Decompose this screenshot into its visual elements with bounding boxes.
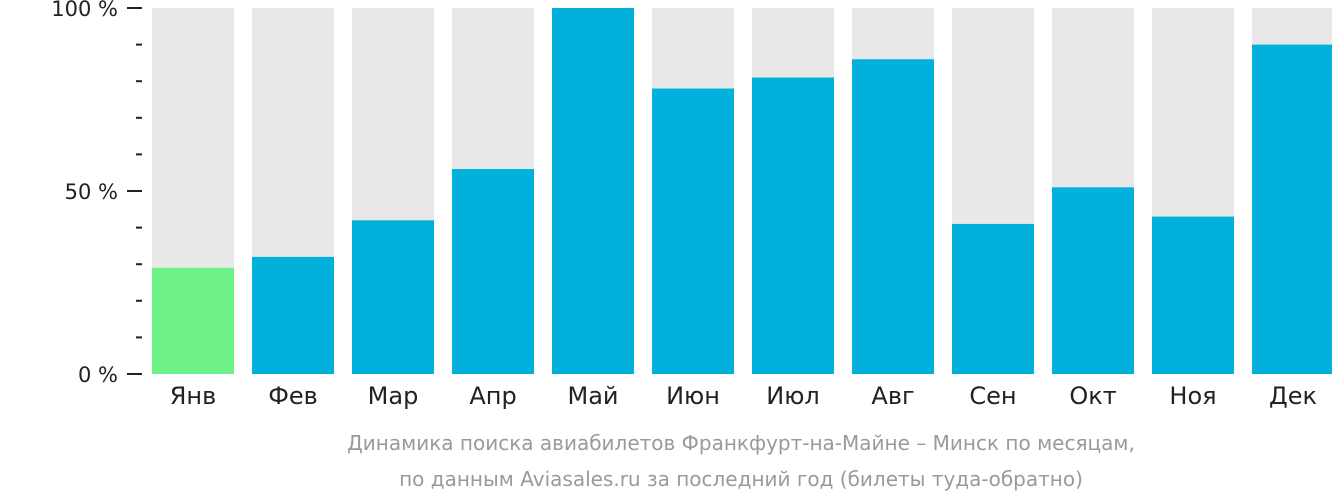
x-tick-label: Авг <box>871 382 914 410</box>
x-tick-label: Июл <box>766 382 820 410</box>
bar-2[interactable] <box>252 256 334 374</box>
x-tick-label: Окт <box>1069 382 1116 410</box>
x-tick-label: Апр <box>469 382 516 410</box>
x-tick-label: Мар <box>368 382 419 410</box>
bar-12[interactable] <box>1252 44 1332 374</box>
bar-5[interactable] <box>552 8 634 374</box>
bar-4[interactable] <box>452 169 534 374</box>
y-tick-label: 50 % <box>65 180 118 204</box>
x-tick-label: Сен <box>969 382 1016 410</box>
y-tick-label: 100 % <box>51 0 118 21</box>
y-tick-label: 0 % <box>78 363 118 387</box>
bar-6[interactable] <box>652 88 734 375</box>
x-tick-label: Май <box>567 382 618 410</box>
bar-7[interactable] <box>752 77 834 374</box>
x-tick-label: Июн <box>666 382 720 410</box>
caption-line-2: по данным Aviasales.ru за последний год … <box>399 467 1083 491</box>
bar-8[interactable] <box>852 59 934 375</box>
bar-chart: 100 % 50 % 0 % Янв Фев Мар Апр Май Июн Июл Авг Сен… <box>51 0 1332 410</box>
bar-1[interactable] <box>152 267 234 374</box>
bar-11[interactable] <box>1152 216 1234 374</box>
bars <box>152 8 1332 375</box>
bar-10[interactable] <box>1052 187 1134 374</box>
x-tick-label: Фев <box>268 382 318 410</box>
x-tick-label: Янв <box>170 382 217 410</box>
caption-line-1: Динамика поиска авиабилетов Франкфурт-на… <box>347 431 1135 455</box>
x-tick-label: Ноя <box>1169 382 1216 410</box>
x-tick-label: Дек <box>1269 382 1317 410</box>
y-axis: 100 % 50 % 0 % <box>51 0 142 387</box>
bar-9[interactable] <box>952 223 1034 374</box>
x-axis-labels: Янв Фев Мар Апр Май Июн Июл Авг Сен Окт Ноя Дек <box>170 382 1317 410</box>
bar-3[interactable] <box>352 220 434 374</box>
